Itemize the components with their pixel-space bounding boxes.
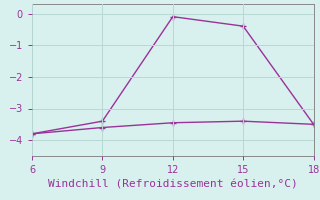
X-axis label: Windchill (Refroidissement éolien,°C): Windchill (Refroidissement éolien,°C): [48, 179, 298, 189]
